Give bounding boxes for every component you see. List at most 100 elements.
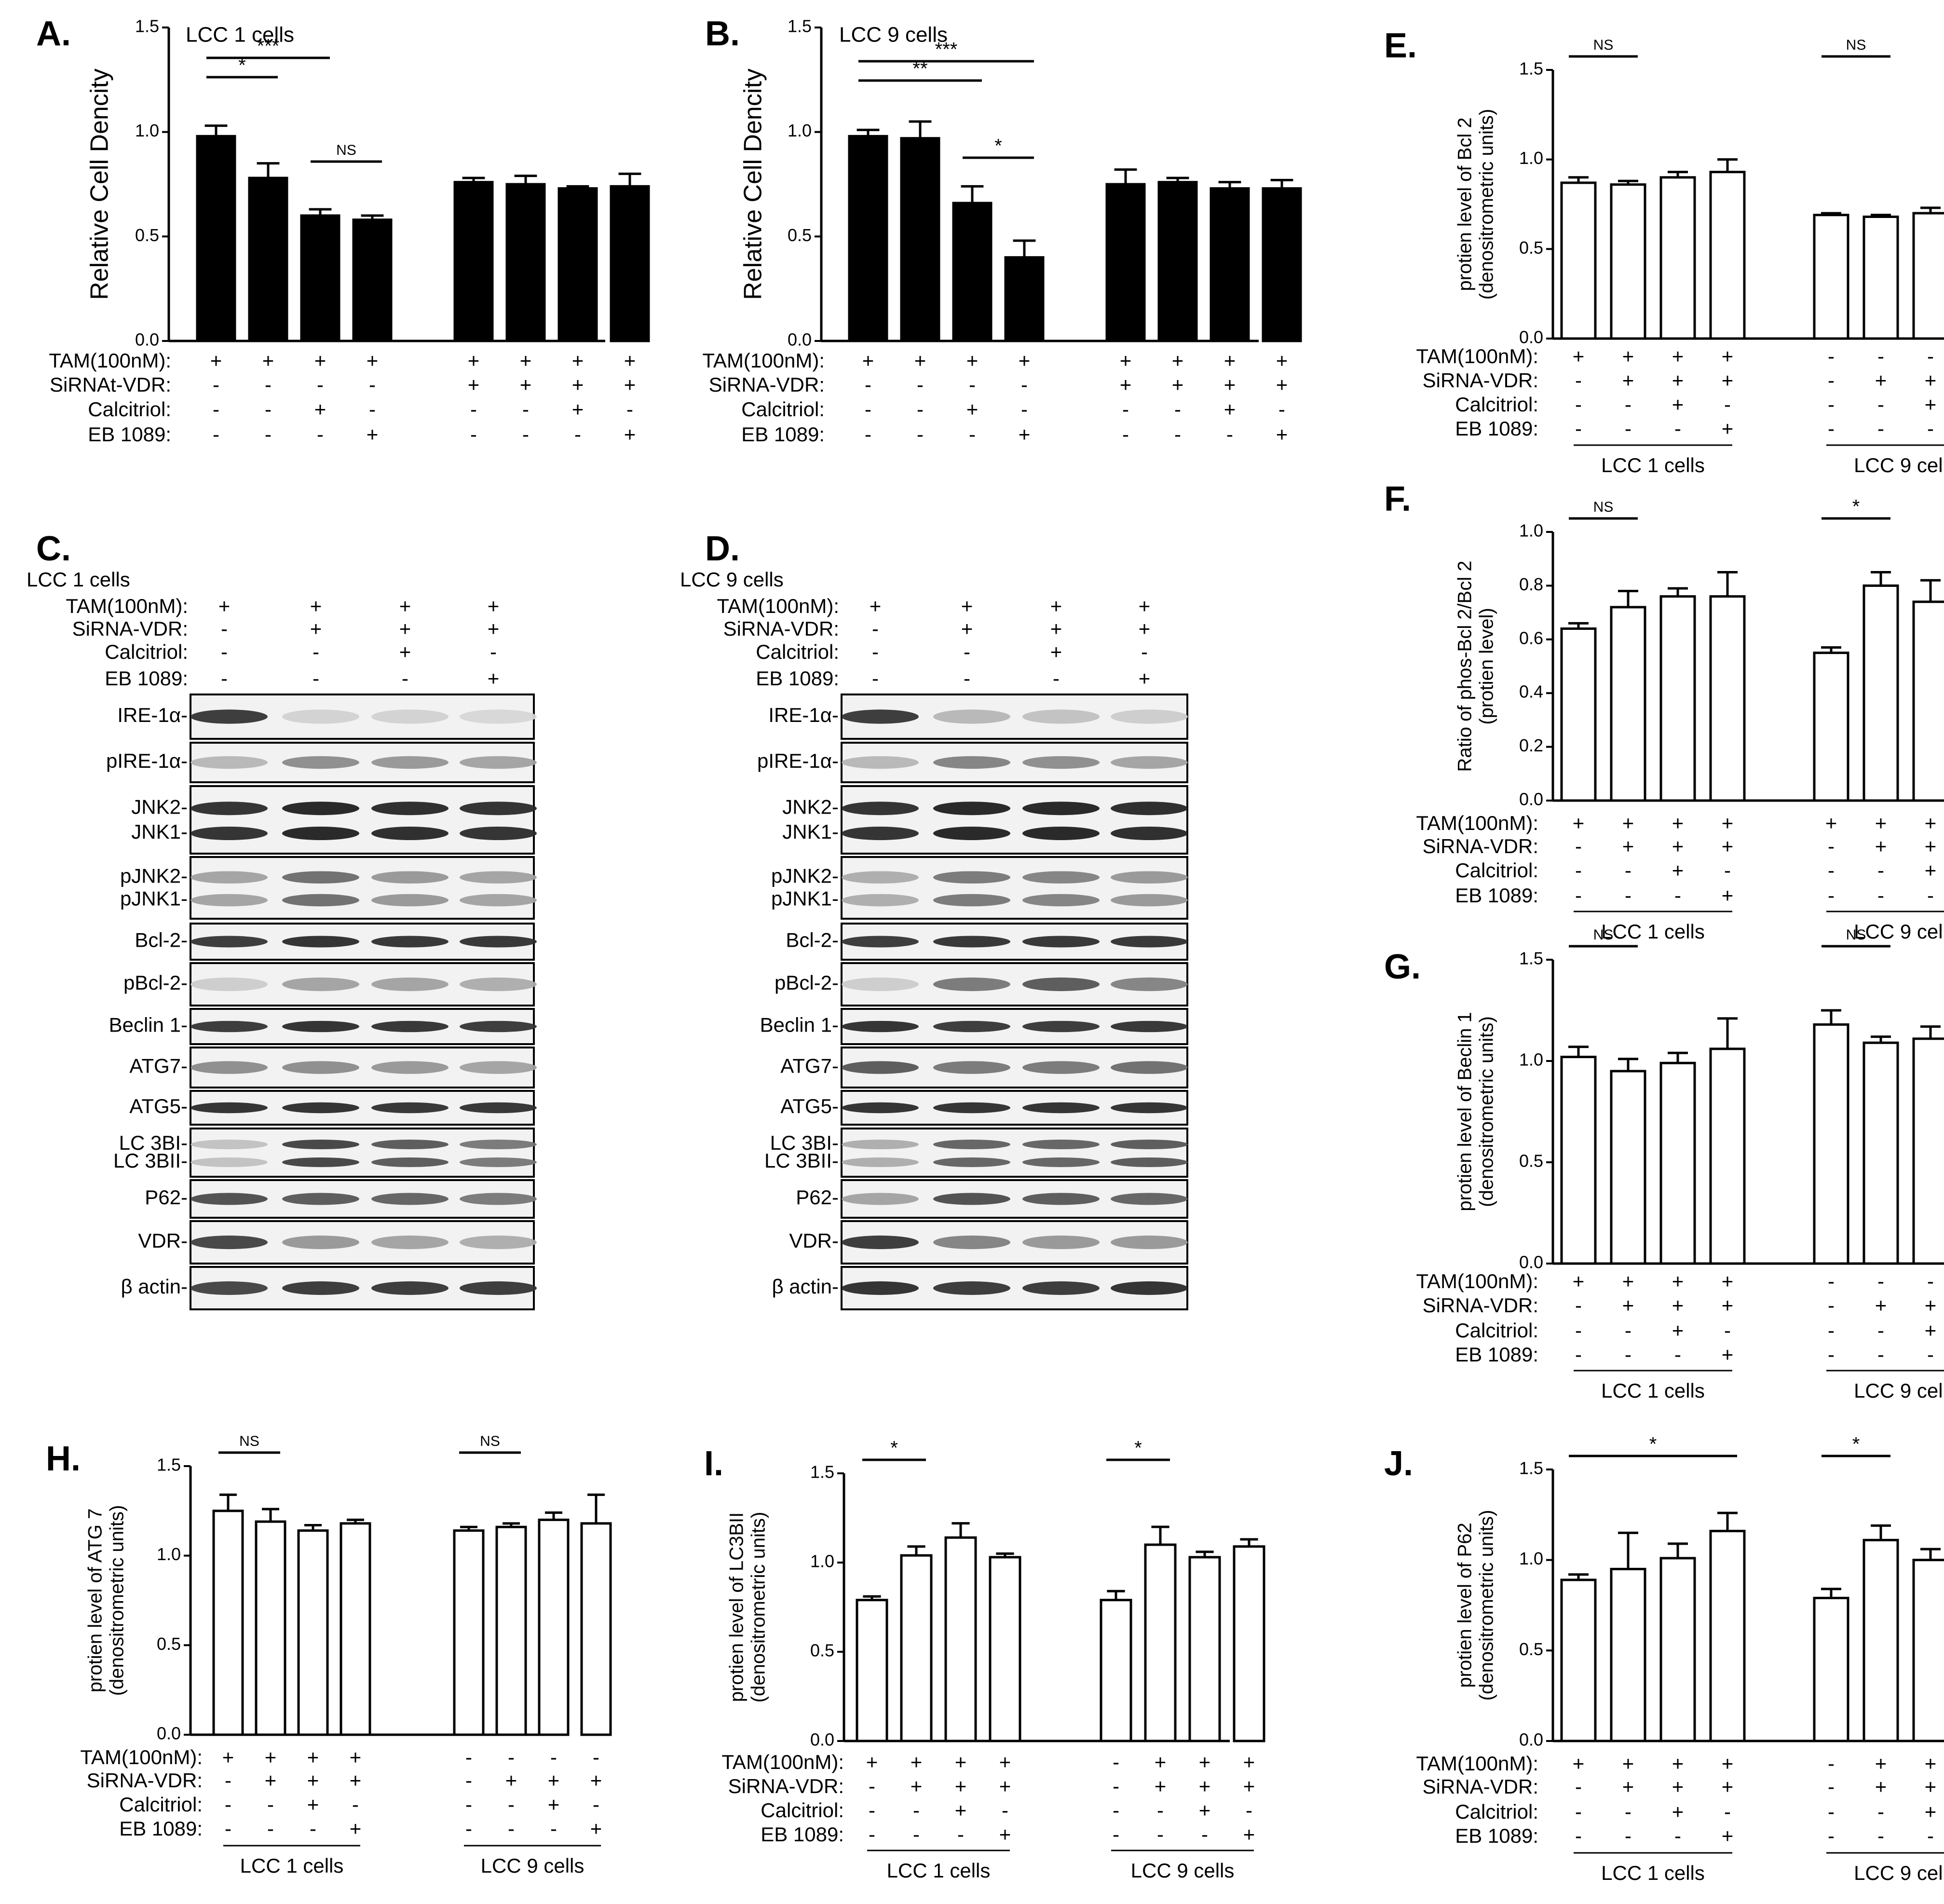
bar [1262,187,1302,342]
condition-sign: - [1575,1319,1582,1342]
blot-band [282,709,359,724]
y-axis-label: Relative Cell Dencity [86,68,114,300]
condition-sign: - [1828,1343,1835,1366]
condition-sign: - [1724,393,1731,416]
condition-sign: - [465,1793,472,1816]
bar [1912,600,1944,802]
blot-band-label: IRE-1α- [768,704,839,726]
blot-strip [841,856,1188,920]
condition-sign: + [572,349,584,372]
condition-sign: + [1120,349,1132,372]
condition-sign: - [574,423,581,446]
chart-panel-f: F. Ratio of phos-Bcl 2/Bcl 2 (protien leve… [1384,480,1944,943]
condition-sign: + [1925,393,1937,416]
group-label: LCC 9 cells [1854,454,1944,476]
group-label: LCC 9 cells [481,1854,585,1877]
condition-sign: - [402,667,408,690]
condition-sign: - [213,398,219,421]
condition-sign: - [1877,859,1884,882]
blot-band [1111,802,1188,816]
condition-sign: - [1575,369,1582,392]
condition-sign: + [1050,595,1062,617]
y-tick-label: 0.0 [1519,1730,1543,1750]
condition-sign: + [1925,1752,1937,1775]
condition-label: SiRNA-VDR: [1423,369,1538,392]
blot-band-label: pIRE-1α- [757,749,839,772]
condition-sign: + [999,1823,1011,1846]
group-label: LCC 9 cells [1854,920,1944,943]
significance-label: * [994,136,1002,157]
condition-sign: + [1722,1294,1734,1317]
chart-title: LCC 1 cells [186,23,294,47]
blot-band [282,1281,359,1295]
condition-label: TAM(100nM): [1416,1752,1538,1775]
condition-sign: - [522,423,529,446]
condition-sign: + [1925,859,1937,882]
blot-band [933,1020,1010,1033]
condition-label: TAM(100nM): [702,349,825,372]
blot-band-label: pIRE-1α- [106,749,188,772]
group-label: LCC 1 cells [240,1854,344,1877]
y-tick-label: 1.5 [1519,1458,1543,1478]
condition-sign: + [1722,1824,1734,1847]
blot-band [933,1102,1010,1114]
blot-band [842,977,919,992]
condition-sign: + [1722,345,1734,367]
blot-band-label: β actin- [772,1275,839,1298]
condition-sign: + [862,349,874,372]
condition-sign: + [955,1799,967,1822]
blot-band [460,1193,537,1205]
condition-sign: + [1019,349,1031,372]
bar [952,202,992,342]
bar [1813,1023,1849,1265]
blot-band [190,871,268,884]
blot-band [282,871,359,884]
blot-band [282,802,359,816]
bar [1709,595,1746,802]
condition-sign: - [1021,398,1028,421]
condition-sign: - [1113,1751,1119,1773]
condition-sign: - [1625,1824,1631,1847]
blot-band [371,827,449,840]
condition-sign: + [399,617,411,640]
condition-sign: + [314,398,326,421]
condition-sign: + [1172,373,1184,396]
blot-band [190,977,268,992]
blot-band-label: ATG7- [129,1055,188,1077]
blot-band-label: Bcl-2- [135,929,188,952]
condition-sign: - [1113,1775,1119,1797]
condition-sign: - [1053,667,1060,690]
blot-band [842,709,919,724]
condition-sign: + [262,349,274,372]
condition-sign: - [465,1746,472,1768]
condition-label: Calcitriol: [756,640,839,663]
y-axis-label: protien level of Bcl 2 [1455,117,1476,291]
condition-sign: + [468,349,480,372]
condition-sign: - [369,398,376,421]
bar [1157,181,1198,342]
y-tick-label: 1.0 [1519,1050,1543,1070]
condition-sign: + [572,398,584,421]
condition-sign: - [1201,1823,1208,1846]
condition-sign: + [1243,1823,1255,1846]
condition-sign: - [969,373,976,396]
blot-band [190,1020,268,1033]
significance-label: NS [1593,37,1614,53]
condition-sign: + [866,1751,878,1773]
condition-sign: - [1828,1319,1835,1342]
y-tick-label: 0.0 [1519,789,1543,809]
condition-sign: - [1828,884,1835,907]
blot-band-label: JNK2- [782,795,839,818]
bar [610,185,650,342]
condition-sign: + [505,1769,517,1792]
condition-sign: + [1875,1294,1887,1317]
condition-sign: - [1625,417,1631,440]
condition-sign: + [1276,373,1288,396]
condition-sign: + [1276,423,1288,446]
bar [1813,214,1849,340]
bar [352,218,393,342]
condition-sign: - [872,640,879,663]
condition-sign: - [508,1746,515,1768]
condition-sign: + [1722,1270,1734,1292]
